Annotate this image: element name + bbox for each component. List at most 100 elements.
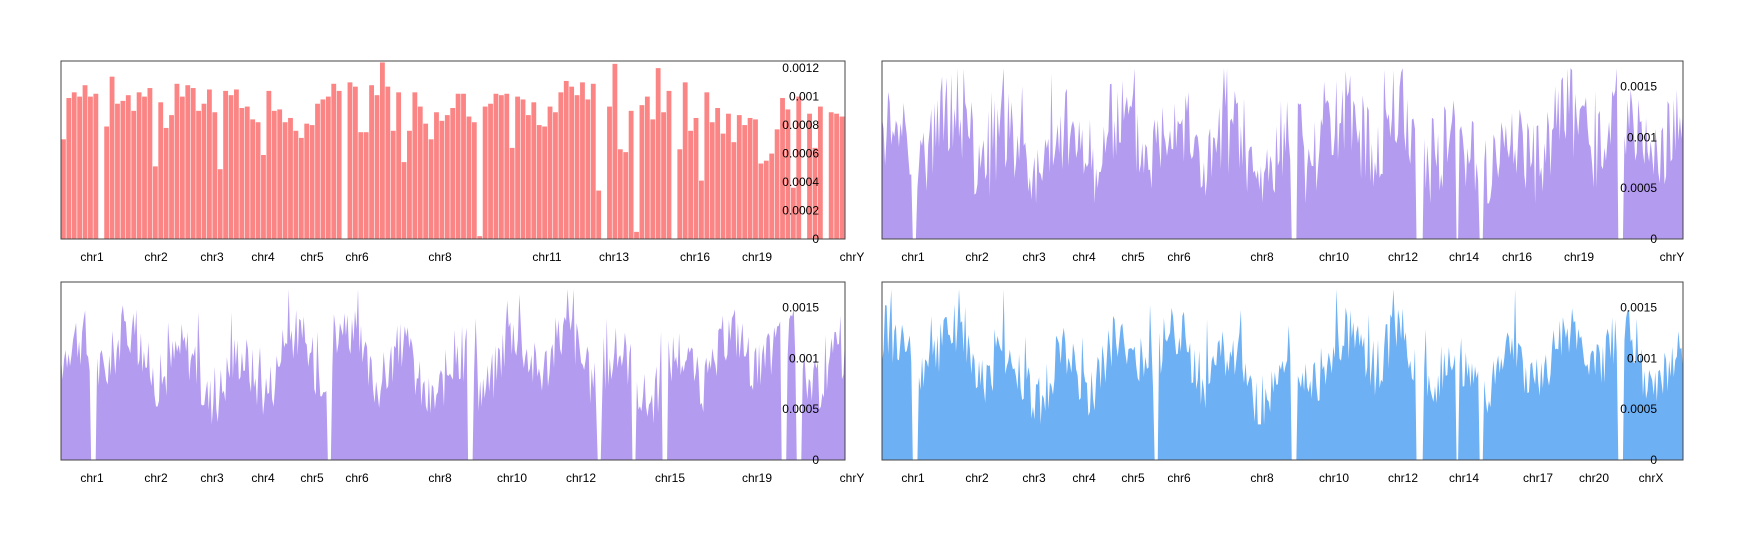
y-tick-label: 0.0006 bbox=[782, 147, 819, 161]
coverage-bar bbox=[206, 89, 212, 239]
coverage-bar bbox=[612, 63, 618, 239]
chromosome-label: chr5 bbox=[300, 250, 324, 264]
coverage-bar bbox=[763, 160, 769, 239]
coverage-bar bbox=[223, 90, 229, 239]
coverage-bar bbox=[115, 103, 120, 239]
coverage-bar bbox=[88, 96, 93, 239]
coverage-bar bbox=[731, 142, 737, 239]
coverage-bar bbox=[455, 93, 461, 239]
chromosome-label: chr4 bbox=[1072, 250, 1096, 264]
coverage-bar bbox=[488, 103, 493, 239]
chromosome-label: chr5 bbox=[300, 471, 324, 485]
y-tick-label: 0.0012 bbox=[782, 61, 819, 75]
coverage-bar bbox=[790, 187, 796, 239]
coverage-bar bbox=[174, 83, 180, 239]
chromosome-label: chr1 bbox=[901, 471, 925, 485]
plot-area bbox=[882, 68, 1683, 239]
coverage-bar bbox=[828, 112, 834, 239]
y-tick-label: 0.0002 bbox=[782, 204, 819, 218]
coverage-bar bbox=[439, 120, 445, 239]
chromosome-label: chrX bbox=[1639, 471, 1664, 485]
coverage-bar bbox=[628, 110, 634, 239]
coverage-area bbox=[882, 289, 1683, 460]
coverage-bar bbox=[255, 122, 261, 239]
chromosome-label: chrY bbox=[840, 250, 865, 264]
coverage-bar bbox=[325, 96, 331, 239]
coverage-bar bbox=[390, 130, 396, 239]
coverage-bar bbox=[580, 82, 585, 239]
chromosome-label: chr14 bbox=[1449, 471, 1479, 485]
y-tick-label: 0.0005 bbox=[1620, 402, 1657, 416]
coverage-bar bbox=[525, 115, 531, 239]
coverage-bar bbox=[547, 106, 553, 239]
chromosome-label: chrY bbox=[1660, 250, 1685, 264]
coverage-bar bbox=[466, 116, 472, 239]
chromosome-label: chr4 bbox=[251, 471, 275, 485]
plot-frame bbox=[60, 60, 846, 240]
chromosome-label: chr3 bbox=[1022, 250, 1046, 264]
chromosome-label: chr10 bbox=[1319, 250, 1349, 264]
chromosome-label: chr19 bbox=[742, 250, 772, 264]
coverage-bar bbox=[358, 132, 364, 239]
coverage-bar bbox=[553, 112, 558, 239]
coverage-bar bbox=[774, 129, 780, 239]
coverage-bar bbox=[417, 106, 423, 239]
coverage-bar bbox=[634, 231, 639, 239]
coverage-bar bbox=[250, 119, 256, 239]
coverage-panel-bottom-left: 0 0.0005 0.001 0.0015 chr1 chr2 chr3 chr4 chr5 ch… bbox=[60, 281, 865, 485]
coverage-bar bbox=[839, 116, 845, 239]
coverage-bar bbox=[639, 105, 645, 239]
coverage-bar bbox=[509, 147, 515, 239]
coverage-bar bbox=[380, 62, 385, 239]
coverage-bar bbox=[93, 93, 99, 239]
coverage-area bbox=[882, 68, 1683, 239]
y-tick-label: 0.0008 bbox=[782, 118, 819, 132]
coverage-bar bbox=[125, 95, 131, 239]
coverage-bar bbox=[407, 130, 412, 239]
y-tick-label: 0.0004 bbox=[782, 175, 819, 189]
coverage-bar bbox=[655, 68, 661, 239]
coverage-bar bbox=[542, 126, 548, 239]
chromosome-label: chr11 bbox=[532, 250, 561, 264]
coverage-bar bbox=[423, 123, 429, 239]
coverage-bar bbox=[444, 115, 450, 239]
chromosome-label: chr3 bbox=[1022, 471, 1046, 485]
coverage-bar bbox=[136, 92, 142, 239]
coverage-bar bbox=[812, 147, 818, 239]
chromosome-label: chr8 bbox=[1250, 250, 1274, 264]
chromosome-label: chr3 bbox=[200, 471, 224, 485]
coverage-bar bbox=[688, 130, 694, 239]
coverage-bar bbox=[298, 137, 304, 239]
y-tick-label: 0.0015 bbox=[1620, 300, 1657, 314]
coverage-bar bbox=[585, 99, 591, 239]
coverage-bar bbox=[704, 92, 710, 239]
coverage-bar bbox=[666, 90, 672, 239]
chromosome-label: chr16 bbox=[1502, 250, 1532, 264]
coverage-bar bbox=[617, 149, 623, 239]
coverage-bar bbox=[644, 96, 650, 239]
coverage-bar bbox=[77, 96, 83, 239]
coverage-bar bbox=[201, 103, 207, 239]
coverage-bar bbox=[753, 119, 758, 239]
coverage-bar bbox=[320, 99, 326, 239]
coverage-bar bbox=[412, 92, 418, 239]
coverage-area bbox=[61, 289, 845, 460]
chromosome-label: chr10 bbox=[497, 471, 527, 485]
coverage-bar bbox=[244, 106, 250, 239]
coverage-bar bbox=[196, 110, 201, 239]
coverage-bar bbox=[109, 76, 115, 239]
coverage-bar bbox=[650, 119, 656, 239]
coverage-bar bbox=[288, 117, 293, 239]
chromosome-label: chr15 bbox=[655, 471, 685, 485]
coverage-bar bbox=[747, 117, 753, 239]
coverage-bar bbox=[261, 154, 266, 239]
coverage-bar bbox=[531, 102, 537, 239]
chromosome-label: chr12 bbox=[1388, 471, 1418, 485]
coverage-bar bbox=[82, 85, 88, 239]
chromosome-label: chr4 bbox=[1072, 471, 1096, 485]
coverage-bar bbox=[471, 122, 477, 239]
coverage-panel-bottom-right: 0 0.0005 0.001 0.0015 chr1 chr2 chr3 chr4 chr5 ch… bbox=[881, 281, 1684, 485]
chromosome-label: chrY bbox=[840, 471, 865, 485]
coverage-bar bbox=[834, 113, 839, 239]
